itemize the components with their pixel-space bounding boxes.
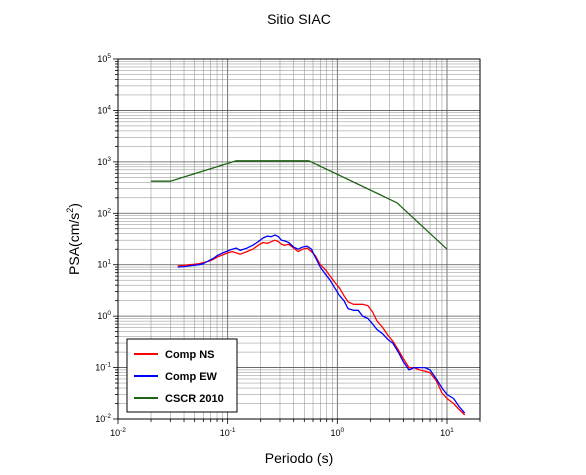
y-axis-label: PSA(cm/s2) <box>65 203 82 275</box>
legend-label: CSCR 2010 <box>165 393 224 405</box>
x-tick-label: 10-1 <box>220 427 236 438</box>
legend-label: Comp NS <box>165 349 215 361</box>
y-tick-label: 103 <box>97 156 111 167</box>
y-tick-label: 105 <box>97 53 111 64</box>
series-line-2 <box>151 160 448 250</box>
x-tick-label: 100 <box>331 427 345 438</box>
legend-label: Comp EW <box>165 371 218 383</box>
chart-title: Sitio SIAC <box>267 11 331 27</box>
y-tick-label: 100 <box>97 310 111 321</box>
y-tick-label: 102 <box>97 207 111 218</box>
series-line-1 <box>177 234 466 414</box>
series-line-0 <box>177 239 466 416</box>
y-tick-label: 10-2 <box>95 413 111 424</box>
y-tick-label: 101 <box>97 259 111 270</box>
x-tick-label: 10-2 <box>110 427 126 438</box>
plot-frame <box>117 58 481 420</box>
legend: Comp NS Comp EW CSCR 2010 <box>126 338 238 413</box>
y-tick-label: 104 <box>97 104 111 115</box>
x-axis-label: Periodo (s) <box>265 450 333 466</box>
axis-ticks: 10-2 10-1 100 101 10-2 10-1 100 101 102 103 104 105 <box>95 53 481 438</box>
x-tick-label: 101 <box>440 427 454 438</box>
series-layer <box>151 160 466 416</box>
y-tick-label: 10-1 <box>95 362 111 373</box>
